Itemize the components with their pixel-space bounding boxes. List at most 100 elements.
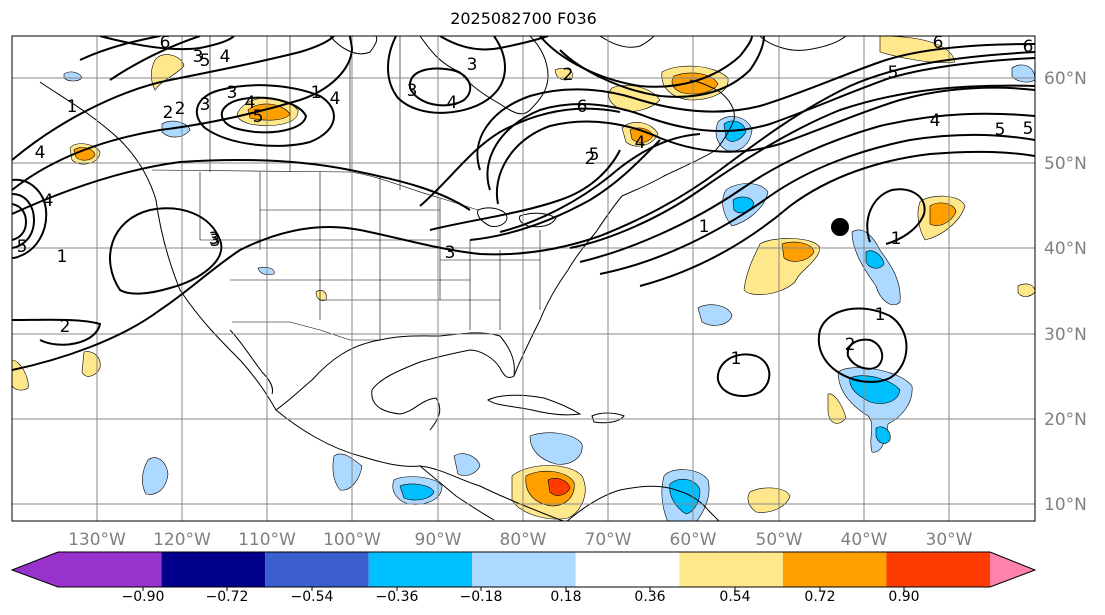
shade-blob — [12, 359, 29, 391]
shade-blob — [669, 478, 701, 515]
gulf-of-mexico-coast — [275, 332, 515, 431]
contour-label: 3 — [193, 47, 204, 67]
contour-label: 3 — [200, 95, 211, 115]
contour-line — [569, 84, 1035, 249]
contour-label: 1 — [891, 229, 902, 249]
lon-label: 30°W — [926, 530, 973, 550]
lon-label: 100°W — [323, 530, 381, 550]
contour-label: 2 — [845, 335, 856, 355]
central-america — [419, 465, 495, 521]
contour-line — [12, 193, 36, 249]
shade-blob — [1011, 64, 1035, 83]
contour-line — [99, 36, 235, 51]
colorbar-tick-labels: −0.90 −0.72 −0.54 −0.36 −0.18 0.18 0.36 … — [122, 589, 920, 605]
contour-label: 1 — [67, 97, 78, 117]
contour-line — [220, 96, 308, 134]
lat-label: 10°N — [1044, 495, 1087, 515]
plot-frame — [11, 35, 1036, 522]
contour-line — [419, 107, 621, 207]
contour-label: 3 — [210, 231, 221, 251]
colorbar-bin — [472, 552, 576, 587]
contour-line — [439, 36, 549, 51]
contour-line — [109, 207, 223, 295]
contour-line — [499, 133, 701, 233]
contour-labels: 6 6 5 4 4 2 3 5 3 2 3 4 1 4 4 4 5 3 6 1 … — [17, 33, 1034, 369]
contour-label: 4 — [43, 191, 54, 211]
shade-blob — [161, 120, 191, 138]
contour-line — [539, 36, 753, 88]
contour-label: 5 — [589, 145, 600, 165]
colorbar-bin — [575, 552, 680, 587]
contour-label: 2 — [585, 149, 596, 169]
colorbar-tick-label: −0.72 — [206, 589, 249, 605]
shade-blob — [529, 432, 583, 465]
storm-position-dot — [831, 218, 849, 236]
shade-blob — [142, 457, 169, 495]
colorbar-bin — [161, 552, 266, 587]
lon-label: 120°W — [153, 530, 211, 550]
contour-label: 1 — [311, 83, 322, 103]
atlantic-coast — [513, 79, 735, 377]
colorbar-tick-label: −0.18 — [460, 589, 503, 605]
contour-label: 4 — [245, 93, 256, 113]
contour-line — [469, 139, 661, 241]
us-mexico-border — [232, 321, 380, 341]
shade-blob — [73, 147, 96, 161]
contour-line — [12, 203, 28, 241]
shade-blob — [399, 483, 435, 501]
contour-label: 4 — [930, 111, 941, 131]
north-america-west-coast — [39, 81, 565, 521]
shade-blob — [257, 266, 275, 276]
contour-label: 5 — [17, 237, 28, 257]
shade-blob — [547, 478, 571, 496]
colorbar: −0.90 −0.72 −0.54 −0.36 −0.18 0.18 0.36 … — [10, 551, 1037, 605]
hispaniola — [591, 412, 625, 424]
state-lines — [199, 172, 541, 340]
shade-blob — [747, 487, 791, 513]
colorbar-tick-label: −0.54 — [291, 589, 334, 605]
contour-line — [866, 188, 926, 245]
lon-label: 80°W — [500, 530, 547, 550]
contour-label: 6 — [160, 33, 171, 53]
shade-blob — [875, 426, 891, 444]
contour-label: 4 — [35, 143, 46, 163]
map-title: 2025082700 F036 — [450, 9, 597, 28]
contour-line — [12, 36, 335, 161]
contour-line — [12, 178, 48, 259]
us-canada-border — [151, 169, 479, 211]
lon-label: 70°W — [585, 530, 632, 550]
lat-label: 20°N — [1044, 410, 1087, 430]
contour-label: 6 — [933, 33, 944, 53]
baja-california — [229, 329, 273, 395]
contour-label: 5 — [888, 63, 899, 83]
colorbar-bin — [12, 552, 162, 587]
contour-label: 3 — [445, 243, 456, 263]
colorbar-tick-label: 0.18 — [550, 589, 581, 605]
hudson-bay — [419, 36, 549, 115]
colorbar-bin — [265, 552, 369, 587]
contour-label: 5 — [253, 107, 264, 127]
shade-blob — [150, 54, 185, 91]
lat-label: 60°N — [1044, 69, 1087, 89]
contour-label: 2 — [60, 317, 71, 337]
lon-label: 40°W — [841, 530, 888, 550]
contour-label: 2 — [175, 99, 186, 119]
lon-label: 60°W — [670, 530, 717, 550]
contour-line — [109, 36, 201, 81]
contour-label: 2 — [163, 103, 174, 123]
contour-label: 3 — [467, 55, 478, 75]
contour-label: 3 — [209, 229, 220, 249]
colorbar-tick-label: −0.36 — [376, 589, 419, 605]
colorbar-bin — [782, 552, 887, 587]
colorbar-bins — [12, 552, 1035, 587]
colorbar-outline — [10, 551, 1037, 588]
shade-blob — [865, 250, 885, 269]
colorbar-ticks — [142, 587, 905, 591]
contour-label: 4 — [447, 93, 458, 113]
contour-line — [12, 318, 102, 346]
contour-label: 4 — [220, 47, 231, 67]
latitude-labels: 60°N 50°N 40°N 30°N 20°N 10°N — [1044, 69, 1087, 515]
contour-label: 1 — [57, 247, 68, 267]
shade-blob — [63, 71, 83, 82]
contour-line — [387, 36, 506, 114]
